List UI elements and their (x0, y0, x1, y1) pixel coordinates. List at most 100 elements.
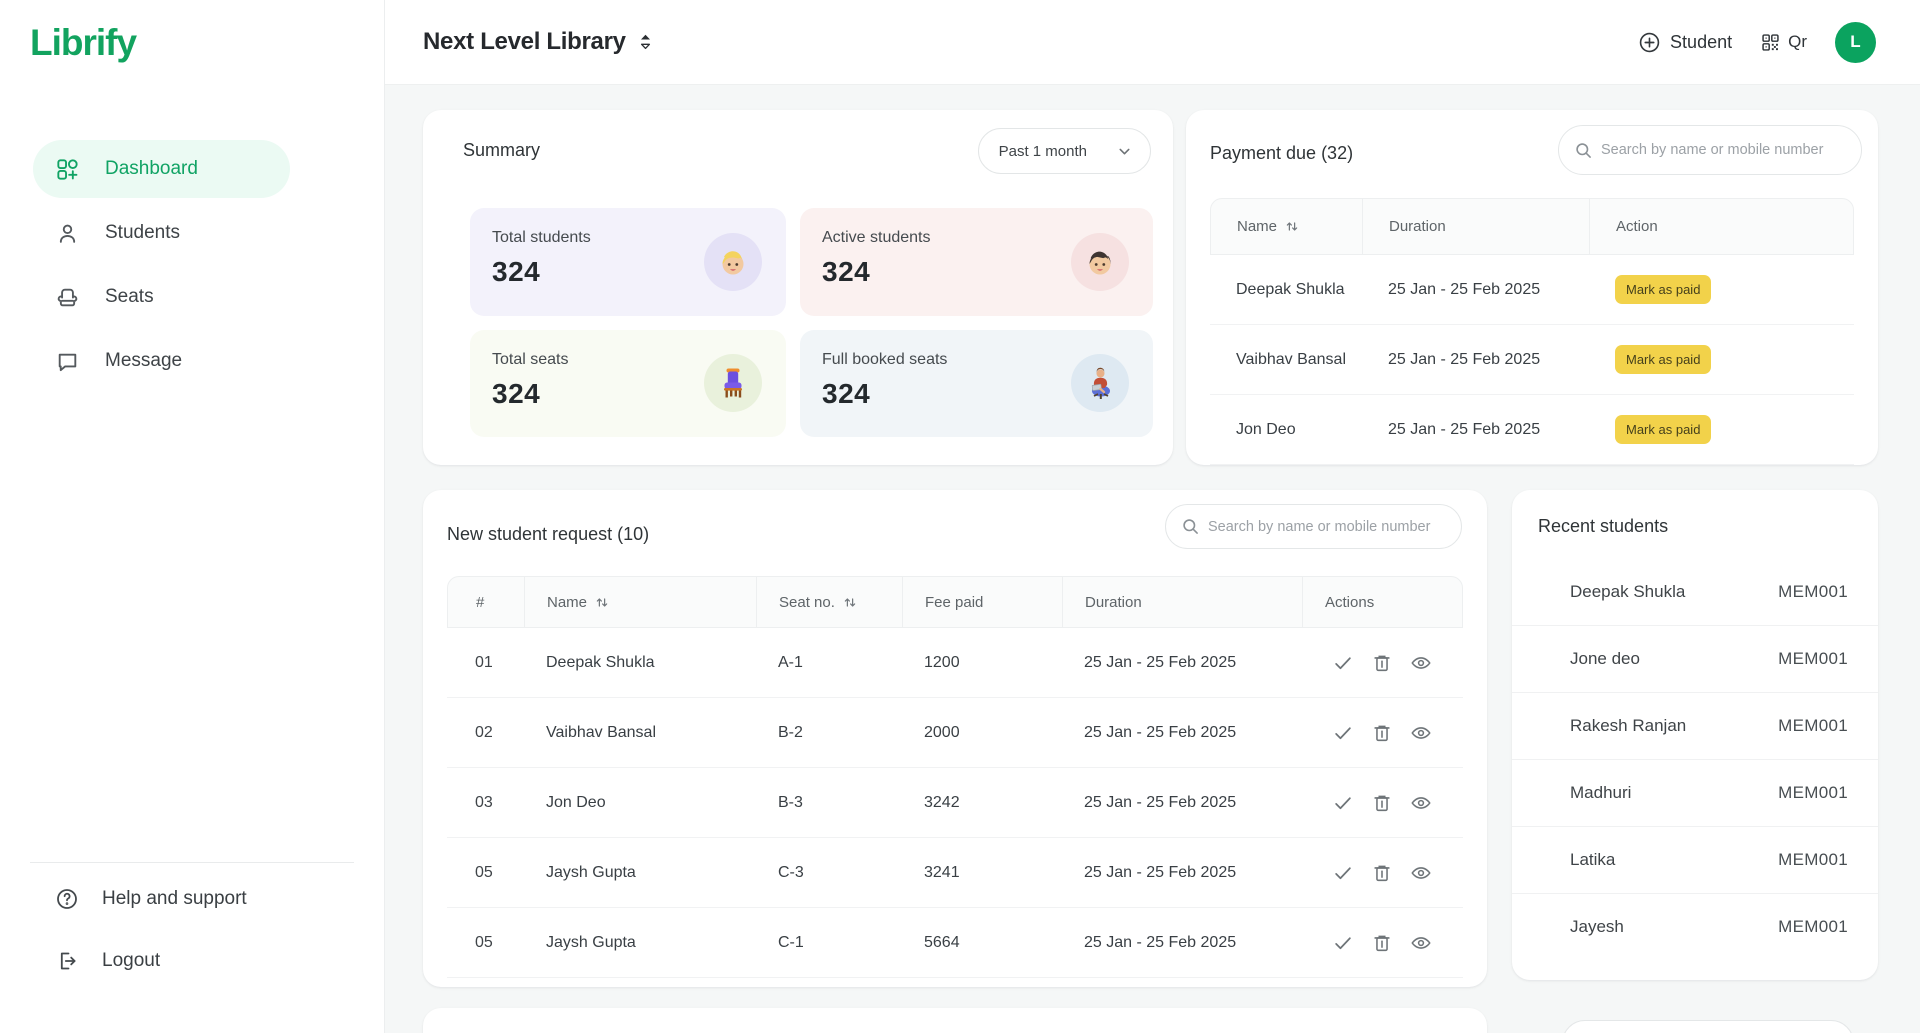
header-actions: Student Qr L (1638, 21, 1876, 63)
new-student-request-search-input[interactable] (1208, 518, 1445, 535)
column-header-num: # (448, 577, 525, 627)
recent-student-row[interactable]: Jone deo MEM001 (1512, 625, 1878, 692)
recent-student-row[interactable]: Madhuri MEM001 (1512, 759, 1878, 826)
view-eye-icon[interactable] (1410, 862, 1432, 884)
request-fee: 3241 (924, 863, 960, 881)
qr-button[interactable]: Qr (1760, 32, 1807, 53)
sidebar-item-help-and-support[interactable]: Help and support (33, 875, 333, 923)
payment-due-search-input[interactable] (1601, 142, 1845, 158)
search-icon (1182, 518, 1199, 535)
sidebar-item-students[interactable]: Students (33, 204, 290, 262)
request-num: 03 (475, 793, 493, 811)
person-on-chair-emoji (1071, 354, 1129, 413)
approve-check-icon[interactable] (1332, 792, 1354, 814)
request-name: Jaysh Gupta (546, 863, 636, 881)
new-student-request-table: # Name Seat no. Fee paid (447, 576, 1463, 978)
sidebar-item-label: Students (105, 222, 180, 243)
column-header-label: Seat no. (779, 593, 835, 611)
logout-icon (55, 949, 79, 973)
view-eye-icon[interactable] (1410, 792, 1432, 814)
recent-student-row[interactable]: Rakesh Ranjan MEM001 (1512, 692, 1878, 759)
payment-due-title: Payment due (32) (1210, 143, 1354, 163)
column-header-label: # (476, 593, 485, 611)
add-student-button[interactable]: Student (1638, 31, 1732, 54)
request-duration: 25 Jan - 25 Feb 2025 (1084, 863, 1237, 881)
stat-label: Active students (822, 229, 931, 246)
recent-student-row[interactable]: Deepak Shukla MEM001 (1512, 558, 1878, 625)
circle-plus-icon (1638, 31, 1661, 54)
recent-student-name: Jayesh (1570, 917, 1624, 936)
stat-label: Total students (492, 229, 591, 246)
approve-check-icon[interactable] (1332, 652, 1354, 674)
request-num: 05 (475, 863, 493, 881)
qr-code-icon (1760, 32, 1781, 53)
sidebar-item-label: Seats (105, 286, 154, 307)
approve-check-icon[interactable] (1332, 862, 1354, 884)
stat-value: 324 (822, 256, 871, 287)
summary-stats-grid: Total students 324 Active students 324 (470, 208, 1153, 437)
recent-student-row[interactable]: Jayesh MEM001 (1512, 893, 1878, 960)
sidebar-item-dashboard[interactable]: Dashboard (33, 140, 290, 198)
delete-trash-icon[interactable] (1371, 722, 1393, 744)
request-seat: A-1 (778, 653, 803, 671)
column-header-label: Actions (1325, 593, 1375, 611)
stat-card-total-students: Total students 324 (470, 208, 786, 316)
blond-boy-emoji (704, 232, 762, 291)
sort-arrows-icon (844, 597, 856, 607)
sidebar-footer: Help and support Logout (33, 875, 333, 999)
sidebar-divider (30, 862, 354, 863)
delete-trash-icon[interactable] (1371, 652, 1393, 674)
payment-table-row: Vaibhav Bansal 25 Jan - 25 Feb 2025 Mark… (1210, 325, 1854, 395)
recent-student-member-id: MEM001 (1778, 649, 1848, 668)
request-name: Vaibhav Bansal (546, 723, 656, 741)
sidebar-item-logout[interactable]: Logout (33, 937, 333, 985)
column-header-action: Action (1590, 199, 1853, 254)
payment-due-table: Name Duration Action Deepak Shukla 25 Ja… (1210, 198, 1854, 465)
payment-name: Deepak Shukla (1236, 280, 1345, 298)
column-header-label: Name (1237, 218, 1278, 235)
approve-check-icon[interactable] (1332, 932, 1354, 954)
qr-label: Qr (1788, 32, 1807, 51)
delete-trash-icon[interactable] (1371, 862, 1393, 884)
top-header: Next Level Library Student (385, 0, 1920, 85)
column-header-seat[interactable]: Seat no. (757, 577, 903, 627)
view-eye-icon[interactable] (1410, 932, 1432, 954)
request-table-row: 03 Jon Deo B-3 3242 25 Jan - 25 Feb 2025 (447, 768, 1463, 838)
period-filter-value: Past 1 month (998, 142, 1087, 160)
delete-trash-icon[interactable] (1371, 792, 1393, 814)
next-section-search-partial[interactable] (1562, 1020, 1854, 1033)
column-header-name[interactable]: Name (525, 577, 757, 627)
view-eye-icon[interactable] (1410, 652, 1432, 674)
sidebar-item-seats[interactable]: Seats (33, 268, 290, 326)
request-seat: B-3 (778, 793, 803, 811)
request-duration: 25 Jan - 25 Feb 2025 (1084, 933, 1237, 951)
search-icon (1575, 142, 1592, 159)
period-filter-dropdown[interactable]: Past 1 month (977, 128, 1151, 174)
column-header-name[interactable]: Name (1211, 199, 1363, 254)
mark-as-paid-button[interactable]: Mark as paid (1615, 415, 1712, 444)
approve-check-icon[interactable] (1332, 722, 1354, 744)
payment-table-row: Deepak Shukla 25 Jan - 25 Feb 2025 Mark … (1210, 255, 1854, 325)
recent-student-name: Madhuri (1570, 783, 1632, 802)
column-header-label: Duration (1085, 593, 1142, 611)
library-switcher-sort-icon[interactable] (638, 31, 653, 53)
request-fee: 2000 (924, 723, 960, 741)
request-num: 02 (475, 723, 493, 741)
dashboard-icon (55, 157, 80, 182)
payment-name: Vaibhav Bansal (1236, 350, 1346, 368)
column-header-duration: Duration (1363, 199, 1590, 254)
sidebar-footer-label: Help and support (102, 888, 247, 909)
delete-trash-icon[interactable] (1371, 932, 1393, 954)
recent-student-member-id: MEM001 (1778, 581, 1848, 601)
seats-icon (55, 285, 80, 310)
recent-student-row[interactable]: Latika MEM001 (1512, 826, 1878, 893)
view-eye-icon[interactable] (1410, 722, 1432, 744)
sidebar-item-message[interactable]: Message (33, 332, 290, 390)
page-title: Next Level Library (423, 28, 626, 55)
mark-as-paid-button[interactable]: Mark as paid (1615, 275, 1712, 304)
mark-as-paid-button[interactable]: Mark as paid (1615, 345, 1712, 374)
recent-student-name: Latika (1570, 850, 1616, 869)
request-table-row: 02 Vaibhav Bansal B-2 2000 25 Jan - 25 F… (447, 698, 1463, 768)
payment-name: Jon Deo (1236, 420, 1296, 438)
user-avatar[interactable]: L (1835, 21, 1876, 63)
